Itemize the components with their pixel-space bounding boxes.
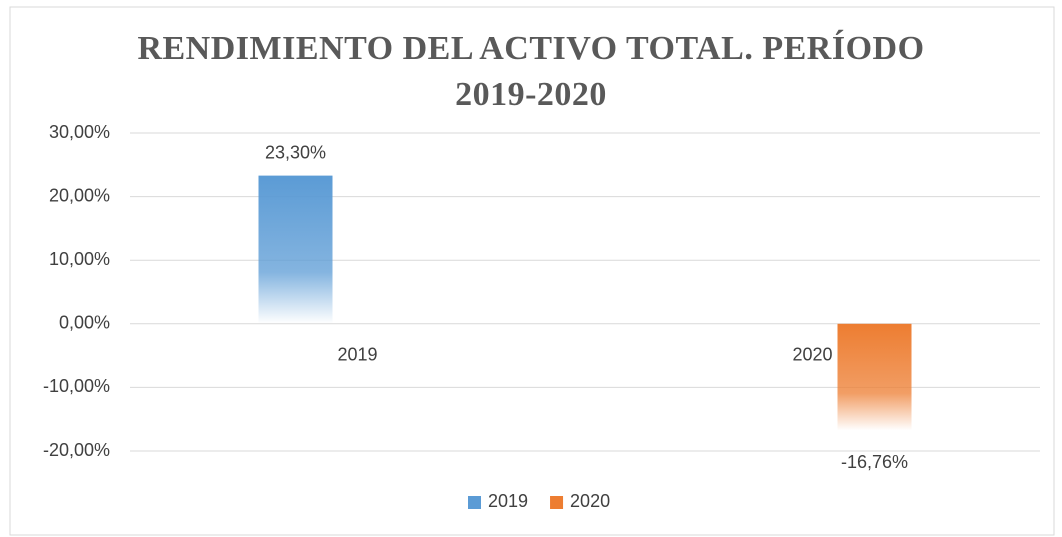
y-tick-label: 10,00%: [49, 249, 110, 269]
x-tick-label: 2020: [792, 345, 832, 365]
bar: [258, 175, 333, 324]
y-tick-label: -10,00%: [43, 376, 110, 396]
data-label: 23,30%: [265, 142, 326, 162]
y-tick-label: 30,00%: [49, 122, 110, 142]
legend-swatch: [550, 496, 564, 509]
y-tick-label: 0,00%: [59, 313, 110, 333]
legend-label: 2019: [488, 491, 528, 511]
y-tick-label: 20,00%: [49, 185, 110, 205]
bar: [837, 323, 912, 431]
chart-title: RENDIMIENTO DEL ACTIVO TOTAL. PERÍODO 20…: [137, 30, 925, 113]
data-label: -16,76%: [841, 452, 908, 472]
chart-frame: [9, 6, 1055, 536]
y-tick-label: -20,00%: [43, 440, 110, 460]
legend-label: 2020: [570, 491, 610, 511]
x-tick-label: 2019: [337, 345, 377, 365]
legend-swatch: [468, 496, 481, 509]
